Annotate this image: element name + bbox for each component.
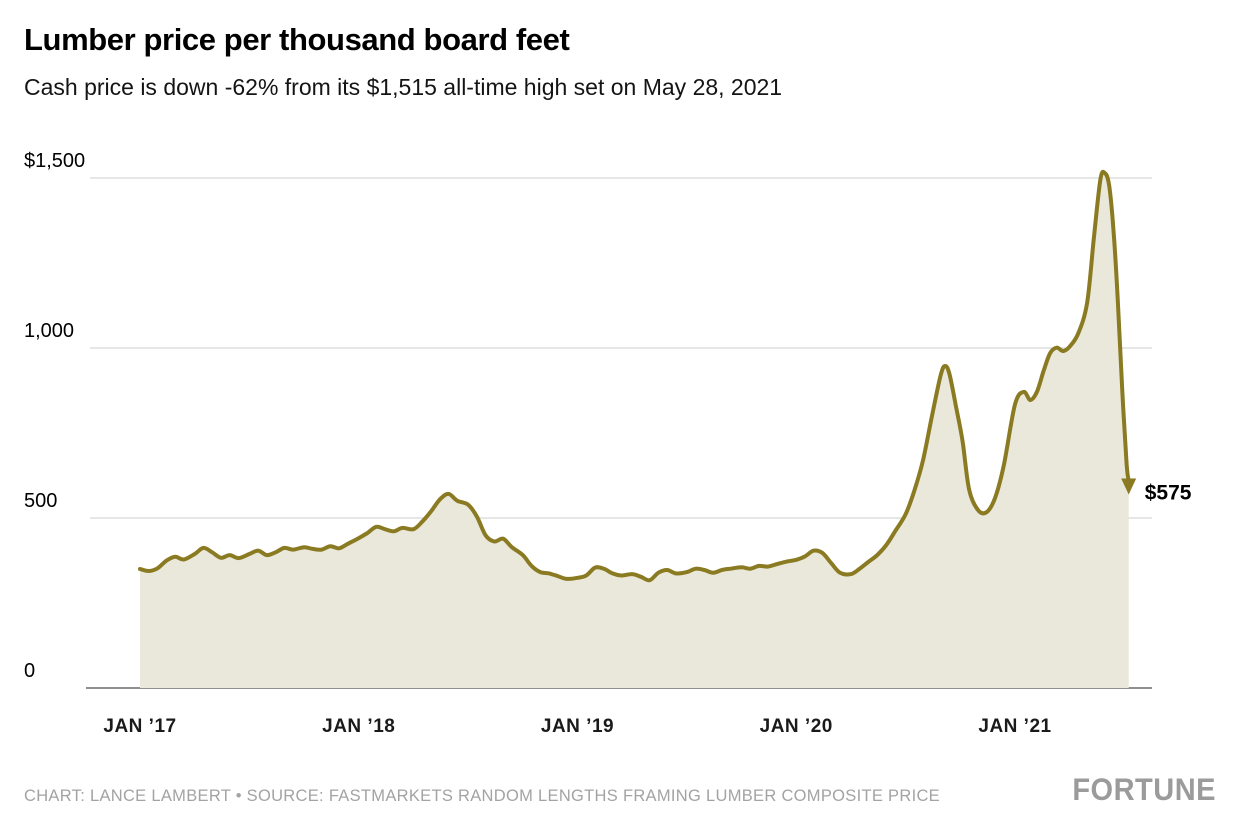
- area-fill: [140, 171, 1129, 689]
- chart-credit: CHART: LANCE LAMBERT • SOURCE: FASTMARKE…: [24, 787, 940, 805]
- x-tick-label-2019: JAN ’19: [541, 716, 614, 737]
- y-tick-label-500: 500: [24, 490, 57, 512]
- y-tick-label-1000: 1,000: [24, 320, 74, 342]
- down-arrow-icon: [1121, 478, 1137, 495]
- x-tick-label-2020: JAN ’20: [760, 716, 833, 737]
- fortune-logo: FORTUNE: [1072, 772, 1216, 808]
- x-tick-label-2018: JAN ’18: [322, 716, 395, 737]
- chart-footer: CHART: LANCE LAMBERT • SOURCE: FASTMARKE…: [24, 772, 1216, 809]
- y-tick-label-0: 0: [24, 660, 35, 682]
- chart-subtitle: Cash price is down -62% from its $1,515 …: [24, 74, 783, 100]
- lumber-price-area-chart: $1,500 1,000 500 0 JAN ’17 JAN ’18 JAN ’19 JAN …: [24, 150, 1192, 737]
- price-line: [138, 169, 1131, 583]
- x-tick-label-2021: JAN ’21: [978, 716, 1051, 737]
- x-tick-label-2017: JAN ’17: [103, 716, 176, 737]
- y-tick-label-1500: $1,500: [24, 150, 85, 172]
- annotation-current-price: $575: [1145, 482, 1192, 505]
- chart-title: Lumber price per thousand board feet: [24, 22, 570, 57]
